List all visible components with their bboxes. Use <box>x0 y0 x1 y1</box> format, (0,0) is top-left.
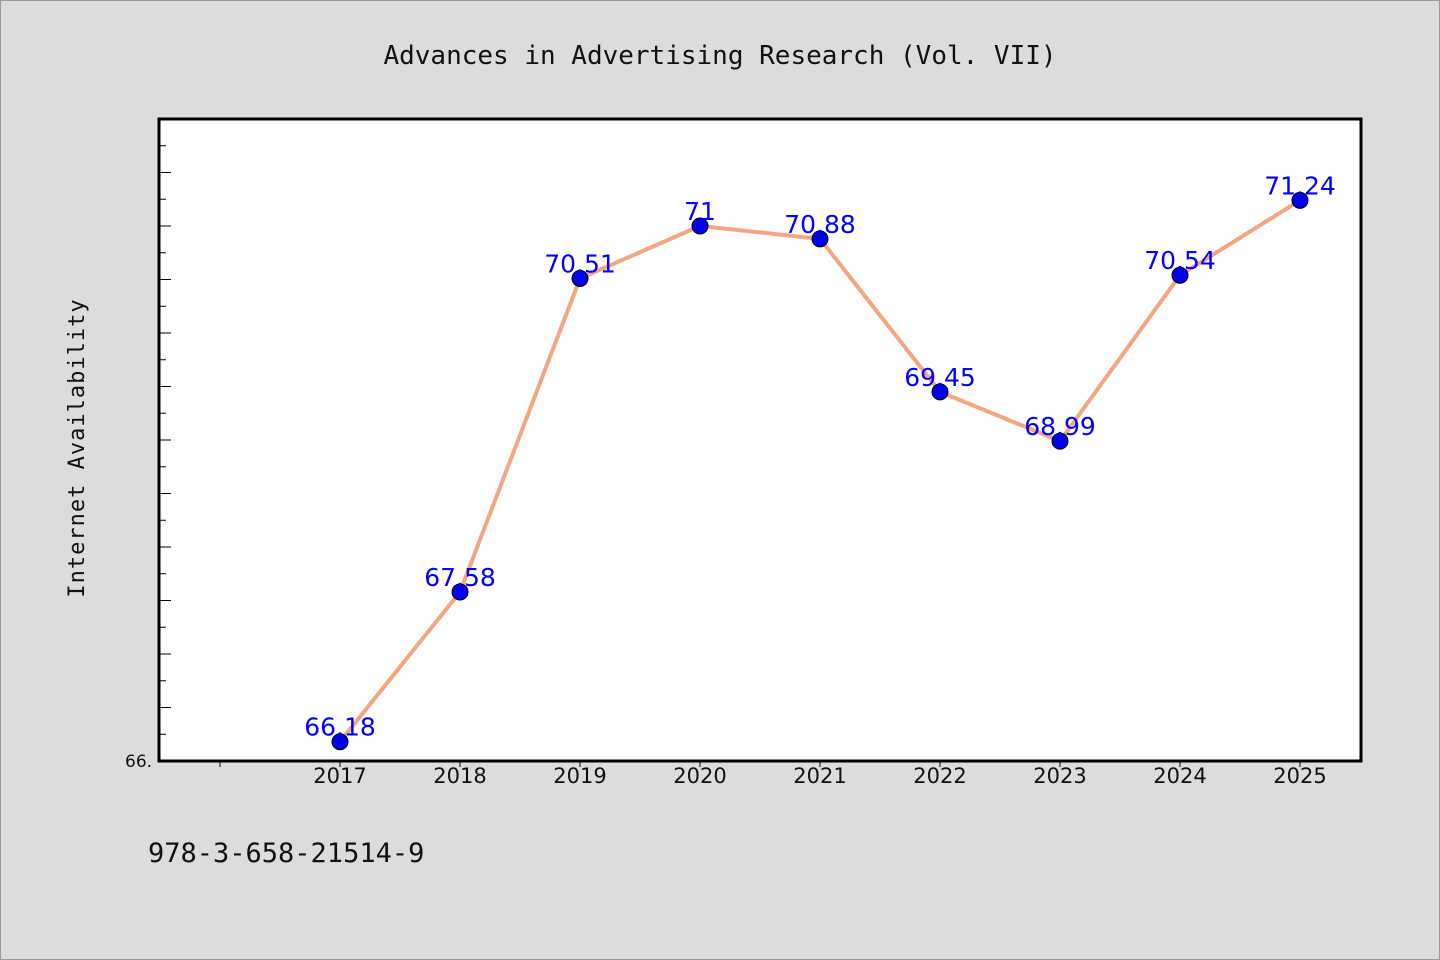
data-point <box>571 269 589 287</box>
x-tick-label: 2017 <box>313 764 366 788</box>
data-label: 70.51 <box>544 249 616 278</box>
isbn-text: 978-3-658-21514-9 <box>148 838 424 869</box>
x-tick-label: 2021 <box>793 764 846 788</box>
data-label: 71.24 <box>1264 171 1336 200</box>
y-axis-label: Internet Availability <box>65 298 90 597</box>
x-tick-label: 2023 <box>1033 764 1086 788</box>
data-label-layer: 66.18 67.58 70.51 71 70.88 69.45 68.99 70.54 71.… <box>304 171 1336 741</box>
tick-layer: 2017 2018 2019 2020 2021 2022 2023 2024 2025 <box>159 145 1327 788</box>
data-point <box>811 230 829 248</box>
x-tick-label: 2022 <box>913 764 966 788</box>
data-label: 69.45 <box>904 363 976 392</box>
x-tick-label: 2020 <box>673 764 726 788</box>
data-point <box>331 733 349 751</box>
data-point <box>451 583 469 601</box>
data-label: 70.54 <box>1144 246 1216 275</box>
data-point <box>931 383 949 401</box>
data-label: 70.88 <box>784 210 856 239</box>
data-label: 66.18 <box>304 713 376 742</box>
data-label: 68.99 <box>1024 412 1096 441</box>
data-point <box>1051 432 1069 450</box>
y-tick-label: 66. <box>125 752 152 772</box>
x-tick-label: 2018 <box>433 764 486 788</box>
plot-area <box>159 119 1361 761</box>
chart-title: Advances in Advertising Research (Vol. V… <box>383 41 1056 71</box>
data-label: 67.58 <box>424 563 496 592</box>
data-point <box>1171 266 1189 284</box>
data-point <box>691 217 709 235</box>
x-tick-label: 2019 <box>553 764 606 788</box>
x-tick-label: 2024 <box>1153 764 1206 788</box>
marker-layer <box>331 191 1309 751</box>
data-label: 71 <box>684 197 716 226</box>
x-tick-label: 2025 <box>1273 764 1326 788</box>
data-point <box>1291 191 1309 209</box>
plot-border <box>157 117 1363 763</box>
